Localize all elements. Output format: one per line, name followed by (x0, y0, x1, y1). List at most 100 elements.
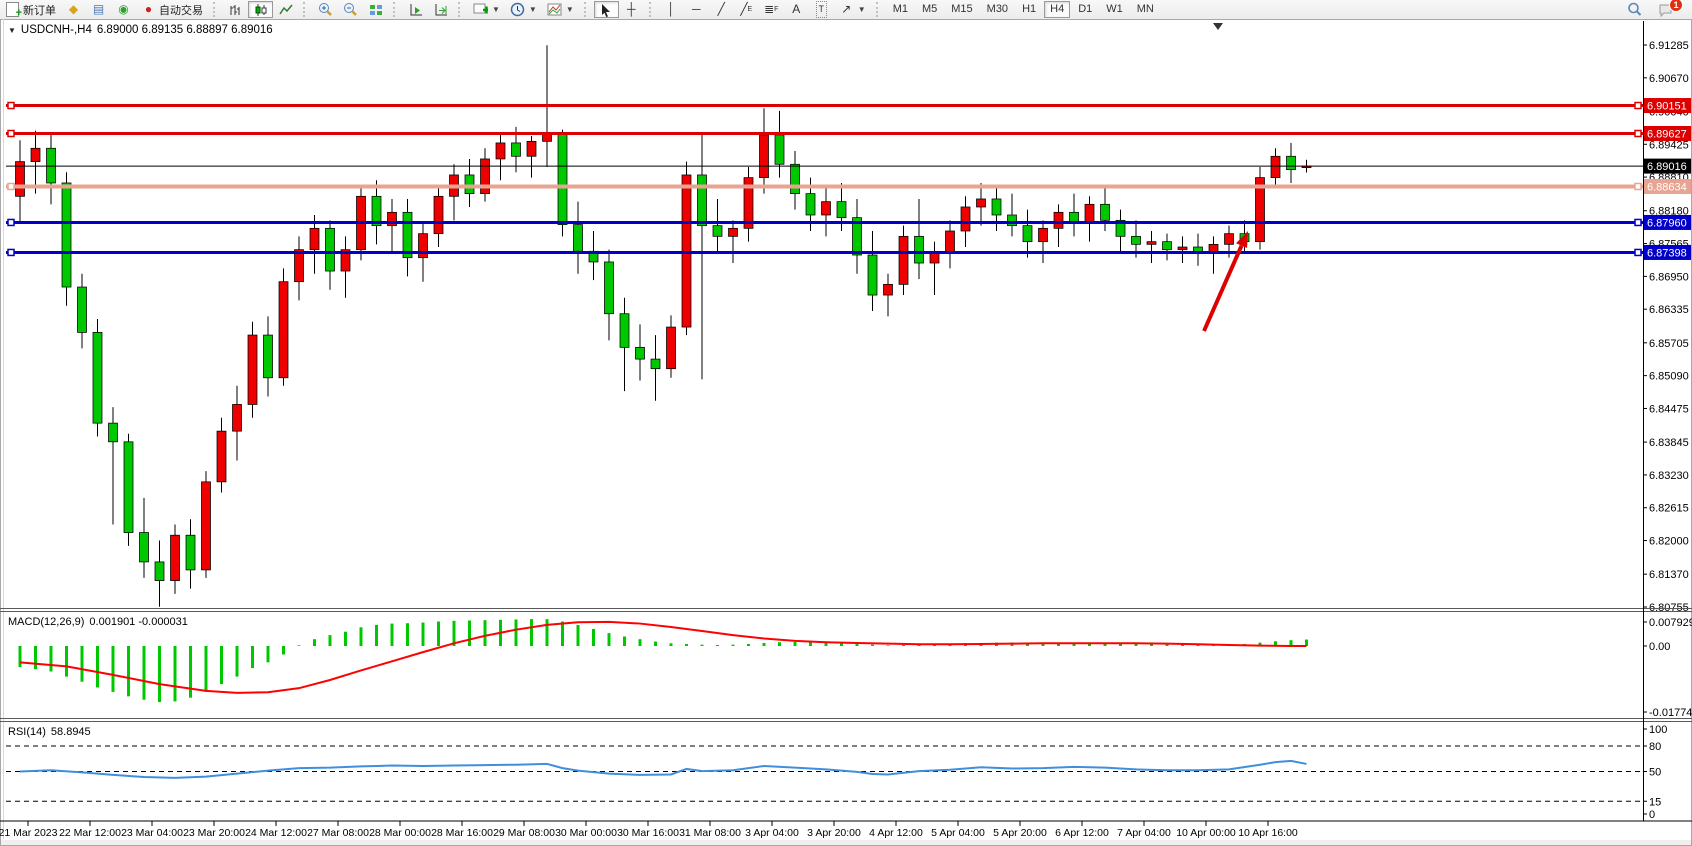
zoom-in-icon (318, 2, 333, 17)
svg-text:7 Apr 04:00: 7 Apr 04:00 (1117, 827, 1171, 839)
templates-button[interactable]: ▼ (542, 1, 579, 18)
svg-text:6.89425: 6.89425 (1649, 139, 1689, 151)
notification-badge: 1 (1669, 0, 1683, 12)
svg-text:6 Apr 12:00: 6 Apr 12:00 (1055, 827, 1109, 839)
timeframe-button-m1[interactable]: M1 (892, 3, 908, 15)
svg-text:3 Apr 20:00: 3 Apr 20:00 (807, 827, 861, 839)
svg-text:50: 50 (1649, 767, 1661, 779)
tile-windows-button[interactable] (363, 1, 388, 18)
timeframe-button-m15[interactable]: M15 (951, 3, 973, 15)
svg-text:24 Mar 12:00: 24 Mar 12:00 (245, 827, 307, 839)
svg-text:30 Mar 16:00: 30 Mar 16:00 (617, 827, 679, 839)
market-watch-button[interactable]: ◆ (61, 1, 86, 18)
macd-values: 0.001901 -0.000031 (89, 616, 188, 628)
toolbar-separator (393, 2, 400, 17)
svg-text:6.88634: 6.88634 (1647, 181, 1687, 193)
chart-shift-marker (1213, 23, 1223, 30)
svg-text:10 Apr 16:00: 10 Apr 16:00 (1238, 827, 1298, 839)
svg-text:23 Mar 20:00: 23 Mar 20:00 (183, 827, 245, 839)
chart-window[interactable]: 6.912856.906706.900406.894256.888106.881… (0, 19, 1692, 846)
svg-text:6.88180: 6.88180 (1649, 206, 1689, 218)
zoom-in-button[interactable] (313, 1, 338, 18)
chevron-down-icon: ▼ (857, 5, 866, 14)
svg-text:-0.017743: -0.017743 (1649, 707, 1692, 719)
navigator-button[interactable]: ▤ (86, 1, 111, 18)
svg-text:28 Mar 16:00: 28 Mar 16:00 (431, 827, 493, 839)
navigator-icon: ▤ (92, 2, 105, 16)
crosshair-button[interactable]: ┼ (619, 1, 644, 18)
svg-text:30 Mar 00:00: 30 Mar 00:00 (555, 827, 617, 839)
timeframe-button-mn[interactable]: MN (1136, 3, 1154, 15)
chart-shift-button[interactable] (428, 1, 453, 18)
timeframe-button-m5[interactable]: M5 (921, 3, 938, 15)
periods-button[interactable]: ▼ (505, 1, 542, 18)
signals-icon: ◉ (118, 2, 129, 16)
horizontal-line-button[interactable]: ─ (684, 1, 709, 18)
svg-text:5 Apr 04:00: 5 Apr 04:00 (931, 827, 985, 839)
svg-text:0.007929: 0.007929 (1649, 617, 1692, 629)
svg-text:6.83845: 6.83845 (1649, 437, 1689, 449)
auto-scroll-icon (408, 2, 423, 17)
autotrading-icon: ● (144, 2, 153, 16)
annotation-arrow (1202, 231, 1248, 332)
macd-name: MACD(12,26,9) (8, 616, 85, 628)
chart-canvas[interactable]: 6.912856.906706.900406.894256.888106.881… (0, 19, 1692, 846)
crosshair-icon: ┼ (627, 2, 636, 16)
new-order-button[interactable]: 新订单 (0, 1, 61, 21)
text-icon: A (792, 2, 801, 16)
text-label-button[interactable]: T (809, 1, 834, 18)
svg-text:0: 0 (1649, 809, 1655, 821)
new-order-icon (5, 2, 22, 21)
autotrading-button[interactable]: ● 自动交易 (136, 1, 208, 18)
signals-button[interactable]: ◉ (111, 1, 136, 18)
line-chart-button[interactable] (273, 1, 298, 18)
svg-text:6.89016: 6.89016 (1647, 161, 1687, 173)
timeframe-button-h1[interactable]: H1 (1022, 3, 1037, 15)
indicators-button[interactable]: ▼ (468, 1, 505, 18)
svg-text:6.87960: 6.87960 (1647, 217, 1687, 229)
clock-icon (510, 2, 525, 17)
text-button[interactable]: A (784, 1, 809, 18)
chart-symbol-header: ▼ USDCNH-,H4 6.89000 6.89135 6.88897 6.8… (8, 24, 273, 36)
chevron-down-icon[interactable]: ▼ (8, 25, 16, 35)
zoom-out-button[interactable] (338, 1, 363, 18)
timeframe-button-w1[interactable]: W1 (1106, 3, 1123, 15)
svg-text:22 Mar 12:00: 22 Mar 12:00 (59, 827, 121, 839)
timeframe-button-h4[interactable]: H4 (1044, 1, 1071, 18)
toolbar-separator (583, 2, 591, 17)
chevron-down-icon: ▼ (492, 5, 500, 14)
svg-text:6.90670: 6.90670 (1649, 73, 1689, 85)
candlestick-button[interactable] (248, 1, 273, 18)
notifications-button[interactable]: 1 (1653, 0, 1683, 18)
search-button[interactable] (1622, 1, 1647, 18)
symbol-period-label: USDCNH-,H4 (20, 24, 92, 36)
svg-text:6.82615: 6.82615 (1649, 503, 1689, 515)
timeframe-button-d1[interactable]: D1 (1078, 3, 1093, 15)
svg-text:6.86335: 6.86335 (1649, 304, 1689, 316)
cursor-button[interactable] (593, 1, 619, 18)
arrows-button[interactable]: ↗ ▼ (834, 1, 871, 18)
trendline-button[interactable]: ╱ (709, 1, 734, 18)
svg-text:6.81370: 6.81370 (1649, 569, 1689, 581)
vertical-line-button[interactable]: │ (659, 1, 684, 18)
channel-button[interactable]: ╱ E (734, 1, 759, 18)
rsi-name: RSI(14) (8, 726, 46, 738)
svg-text:6.82000: 6.82000 (1649, 536, 1689, 548)
ohlc-values: 6.89000 6.89135 6.88897 6.89016 (96, 24, 273, 36)
svg-text:15: 15 (1649, 796, 1661, 808)
svg-text:6.86950: 6.86950 (1649, 271, 1689, 283)
timeframe-button-m30[interactable]: M30 (986, 3, 1009, 15)
chevron-down-icon: ▼ (528, 5, 537, 14)
trendline-icon: ╱ (717, 2, 725, 16)
fibonacci-button[interactable]: ≣ F (759, 1, 784, 18)
new-order-label: 新订单 (23, 4, 56, 17)
auto-scroll-button[interactable] (403, 1, 428, 18)
templates-icon (547, 2, 562, 17)
svg-text:21 Mar 2023: 21 Mar 2023 (0, 827, 58, 839)
svg-text:6.91285: 6.91285 (1649, 40, 1689, 52)
cursor-icon (599, 2, 614, 17)
svg-text:10 Apr 00:00: 10 Apr 00:00 (1176, 827, 1236, 839)
svg-text:6.85090: 6.85090 (1649, 371, 1689, 383)
bar-chart-button[interactable] (223, 1, 248, 18)
